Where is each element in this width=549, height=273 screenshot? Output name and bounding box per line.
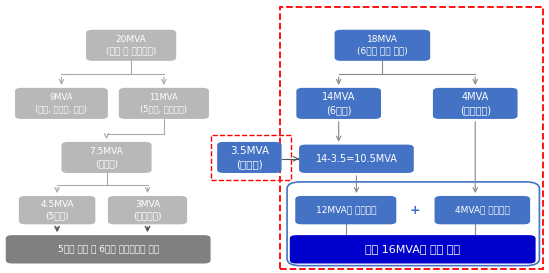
- Text: 최종 16MVA로 수전 신청: 최종 16MVA로 수전 신청: [365, 244, 460, 254]
- Text: 5호기 퇴역 후 6호기 예비용으로 활용: 5호기 퇴역 후 6호기 예비용으로 활용: [58, 245, 159, 254]
- Text: 7.5MVA
(사용중): 7.5MVA (사용중): [89, 147, 124, 168]
- FancyBboxPatch shape: [296, 88, 381, 119]
- FancyBboxPatch shape: [61, 142, 152, 173]
- Text: 14-3.5=10.5MVA: 14-3.5=10.5MVA: [316, 154, 397, 164]
- Text: 20MVA
(현재 총 수전용량): 20MVA (현재 총 수전용량): [106, 35, 156, 56]
- Text: 3MVA
(기반시설): 3MVA (기반시설): [133, 200, 162, 221]
- FancyBboxPatch shape: [108, 196, 187, 224]
- FancyBboxPatch shape: [435, 196, 530, 224]
- FancyBboxPatch shape: [119, 88, 209, 119]
- Text: 9MVA
(본관, 타부서, 건물): 9MVA (본관, 타부서, 건물): [36, 93, 87, 114]
- Text: 12MVA로 용량산정: 12MVA로 용량산정: [316, 206, 376, 215]
- Text: 4MVA
(기반시설): 4MVA (기반시설): [460, 92, 491, 115]
- FancyBboxPatch shape: [299, 145, 414, 173]
- FancyBboxPatch shape: [19, 196, 96, 224]
- FancyBboxPatch shape: [334, 30, 430, 61]
- Text: 18MVA
(6호기 필요 용량): 18MVA (6호기 필요 용량): [357, 35, 408, 56]
- Text: 3.5MVA
(여유분): 3.5MVA (여유분): [230, 146, 269, 169]
- Text: 4.5MVA
(5호기): 4.5MVA (5호기): [40, 200, 74, 221]
- FancyBboxPatch shape: [15, 88, 108, 119]
- FancyBboxPatch shape: [86, 30, 176, 61]
- Text: +: +: [410, 203, 421, 216]
- FancyBboxPatch shape: [290, 235, 536, 263]
- FancyBboxPatch shape: [5, 235, 211, 263]
- FancyBboxPatch shape: [295, 196, 396, 224]
- Text: 14MVA
(6호기): 14MVA (6호기): [322, 92, 355, 115]
- FancyBboxPatch shape: [217, 142, 282, 173]
- Text: 11MVA
(5호기, 기반시설): 11MVA (5호기, 기반시설): [141, 93, 187, 114]
- FancyBboxPatch shape: [433, 88, 518, 119]
- Text: 4MVA로 용량산정: 4MVA로 용량산정: [455, 206, 509, 215]
